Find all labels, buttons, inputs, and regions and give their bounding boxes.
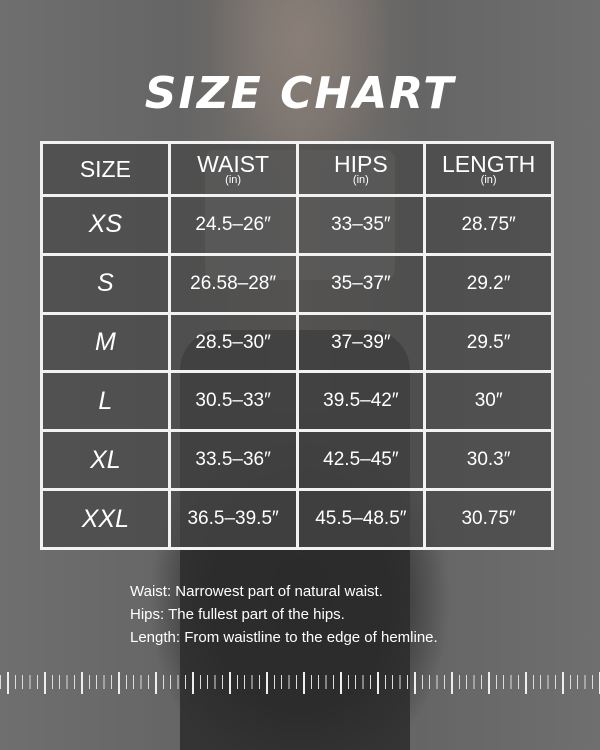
header-size: SIZE bbox=[40, 141, 171, 197]
header-length: LENGTH (in) bbox=[423, 141, 554, 197]
header-label: LENGTH bbox=[441, 150, 536, 177]
table-row: XS 24.5–26″ 33–35″ 28.75″ bbox=[40, 194, 554, 256]
header-hips: HIPS (in) bbox=[295, 141, 427, 197]
table-row: L 30.5–33″ 39.5–42″ 30″ bbox=[40, 370, 554, 433]
size-chart-title: SIZE CHART bbox=[144, 68, 456, 119]
length-cell: 30.3″ bbox=[423, 429, 554, 492]
length-cell: 30.75″ bbox=[423, 488, 554, 550]
header-label: SIZE bbox=[79, 156, 131, 182]
hips-cell: 35–37″ bbox=[295, 252, 427, 315]
waist-cell: 30.5–33″ bbox=[167, 370, 299, 433]
header-unit: (in) bbox=[225, 173, 242, 186]
header-unit: (in) bbox=[352, 173, 369, 186]
size-cell: XS bbox=[40, 194, 171, 256]
header-unit: (in) bbox=[480, 173, 497, 186]
table-header-row: SIZE WAIST (in) HIPS (in) LENGTH (in) bbox=[40, 141, 554, 197]
header-waist: WAIST (in) bbox=[167, 141, 299, 197]
note-hips: Hips: The fullest part of the hips. bbox=[130, 606, 345, 623]
ruler-icon bbox=[0, 672, 600, 694]
length-cell: 29.2″ bbox=[423, 252, 554, 315]
size-cell: S bbox=[40, 252, 171, 315]
table-row: XXL 36.5–39.5″ 45.5–48.5″ 30.75″ bbox=[40, 488, 554, 550]
table-row: XL 33.5–36″ 42.5–45″ 30.3″ bbox=[40, 429, 554, 492]
measurement-notes: Waist: Narrowest part of natural waist. … bbox=[130, 580, 438, 649]
table-row: S 26.58–28″ 35–37″ 29.2″ bbox=[40, 252, 554, 315]
hips-cell: 37–39″ bbox=[295, 311, 427, 374]
hips-cell: 45.5–48.5″ bbox=[295, 488, 427, 550]
hips-cell: 39.5–42″ bbox=[295, 370, 427, 433]
header-label: HIPS bbox=[334, 150, 388, 177]
table-row: M 28.5–30″ 37–39″ 29.5″ bbox=[40, 311, 554, 374]
length-cell: 28.75″ bbox=[423, 194, 554, 256]
note-length: Length: From waistline to the edge of he… bbox=[130, 629, 438, 646]
size-cell: L bbox=[40, 370, 171, 433]
hips-cell: 42.5–45″ bbox=[295, 429, 427, 492]
waist-cell: 28.5–30″ bbox=[167, 311, 299, 374]
waist-cell: 33.5–36″ bbox=[167, 429, 299, 492]
note-waist: Waist: Narrowest part of natural waist. bbox=[130, 583, 383, 600]
hips-cell: 33–35″ bbox=[295, 194, 427, 256]
header-label: WAIST bbox=[197, 150, 270, 177]
size-table: SIZE WAIST (in) HIPS (in) LENGTH (in) XS 24… bbox=[40, 141, 554, 550]
length-cell: 30″ bbox=[423, 370, 554, 433]
size-cell: XXL bbox=[40, 488, 171, 550]
length-cell: 29.5″ bbox=[423, 311, 554, 374]
waist-cell: 36.5–39.5″ bbox=[167, 488, 299, 550]
waist-cell: 26.58–28″ bbox=[167, 252, 299, 315]
waist-cell: 24.5–26″ bbox=[167, 194, 299, 256]
size-cell: XL bbox=[40, 429, 171, 492]
size-cell: M bbox=[40, 311, 171, 374]
